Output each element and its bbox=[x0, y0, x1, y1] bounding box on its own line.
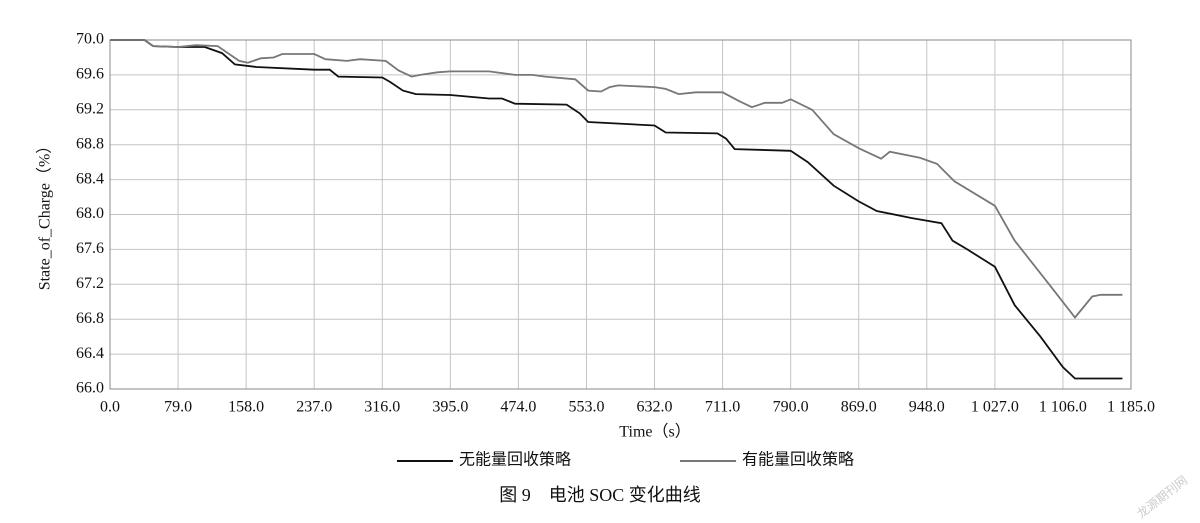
y-axis-label: State_of_Charge（%） bbox=[36, 138, 54, 291]
x-tick-label: 237.0 bbox=[296, 399, 332, 416]
x-tick-label: 474.0 bbox=[500, 399, 536, 416]
x-tick-label: 711.0 bbox=[705, 399, 740, 416]
y-tick-label: 66.4 bbox=[76, 345, 104, 362]
chart-title: 图 9 电池 SOC 变化曲线 bbox=[499, 485, 701, 505]
legend-label: 无能量回收策略 bbox=[459, 451, 571, 469]
x-tick-label: 948.0 bbox=[909, 399, 945, 416]
legend-label: 有能量回收策略 bbox=[742, 451, 854, 469]
series-line bbox=[110, 39, 1123, 319]
y-tick-label: 69.2 bbox=[76, 100, 104, 117]
x-tick-label: 553.0 bbox=[568, 399, 604, 416]
y-tick-label: 66.8 bbox=[76, 310, 104, 327]
y-tick-label: 68.8 bbox=[76, 135, 104, 152]
x-tick-label: 1 185.0 bbox=[1107, 399, 1155, 416]
x-axis-label: Time（s） bbox=[619, 423, 690, 441]
x-tick-label: 79.0 bbox=[164, 399, 192, 416]
x-tick-label: 158.0 bbox=[228, 399, 264, 416]
y-tick-label: 68.0 bbox=[76, 205, 104, 222]
watermark: 龙源期刊网 bbox=[1134, 473, 1190, 521]
y-tick-label: 69.6 bbox=[76, 66, 104, 83]
x-tick-label: 632.0 bbox=[637, 399, 673, 416]
x-tick-label: 0.0 bbox=[100, 399, 120, 416]
x-tick-label: 316.0 bbox=[364, 399, 400, 416]
x-tick-label: 790.0 bbox=[773, 399, 809, 416]
y-tick-label: 68.4 bbox=[76, 170, 104, 187]
y-tick-label: 67.2 bbox=[76, 275, 104, 292]
x-tick-label: 1 027.0 bbox=[971, 399, 1019, 416]
y-tick-label: 70.0 bbox=[76, 31, 104, 48]
plot-frame bbox=[109, 39, 1132, 390]
y-tick-label: 66.0 bbox=[76, 380, 104, 397]
y-tick-label: 67.6 bbox=[76, 240, 104, 257]
x-tick-label: 1 106.0 bbox=[1039, 399, 1087, 416]
x-tick-label: 869.0 bbox=[841, 399, 877, 416]
series-line bbox=[110, 39, 1123, 380]
x-tick-label: 395.0 bbox=[432, 399, 468, 416]
